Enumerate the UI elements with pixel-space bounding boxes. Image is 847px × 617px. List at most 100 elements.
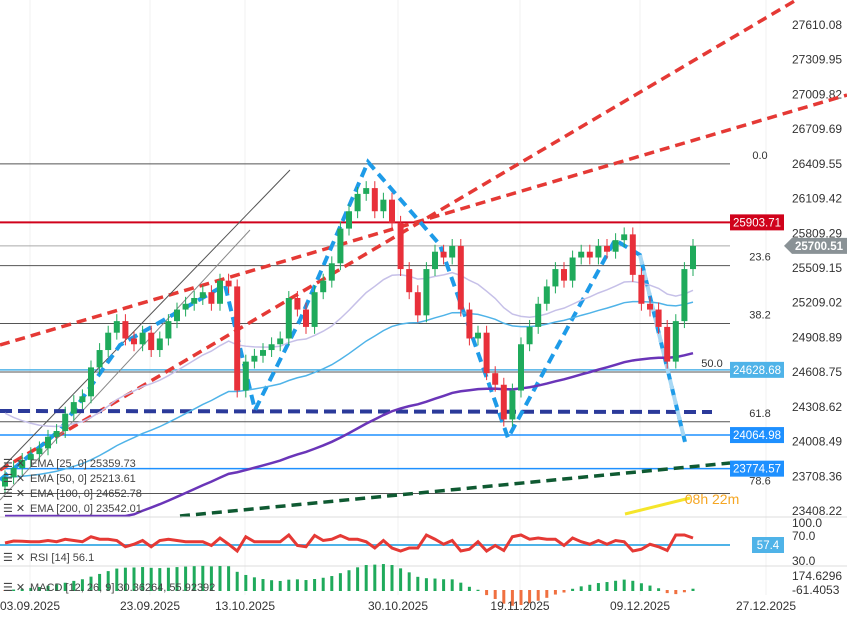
candle[interactable] [466, 309, 473, 339]
candle[interactable] [225, 280, 232, 287]
candle[interactable] [113, 321, 120, 333]
candle[interactable] [208, 292, 215, 304]
candle[interactable] [535, 303, 542, 327]
candle[interactable] [328, 263, 335, 281]
rsi-legend-icons[interactable]: ☰ ✕ [3, 552, 25, 564]
candle[interactable] [268, 344, 275, 351]
candle[interactable] [182, 303, 189, 310]
candle[interactable] [19, 459, 26, 469]
candle[interactable] [285, 297, 292, 339]
wave-projection[interactable] [638, 254, 687, 443]
ema-50-line[interactable] [4, 300, 694, 479]
trend-line[interactable] [0, 169, 291, 471]
candle[interactable] [303, 309, 309, 327]
candle[interactable] [440, 251, 447, 258]
channel-line[interactable] [0, 0, 847, 472]
candle[interactable] [165, 321, 172, 339]
ema-25-line[interactable] [4, 271, 694, 428]
candle[interactable] [406, 269, 413, 293]
ema-100-line[interactable] [5, 351, 694, 518]
candle[interactable] [432, 251, 438, 270]
candle[interactable] [664, 326, 671, 362]
candle[interactable] [354, 193, 361, 212]
candle[interactable] [655, 309, 662, 327]
trend-line[interactable] [0, 229, 251, 501]
candle[interactable] [199, 292, 206, 298]
legend-ema-icons[interactable]: ☰ ✕ [3, 503, 25, 515]
candle[interactable] [79, 396, 86, 403]
candle[interactable] [320, 280, 327, 293]
legend-ema-icons[interactable]: ☰ ✕ [3, 458, 25, 470]
support-line[interactable] [0, 409, 713, 414]
candle[interactable] [131, 338, 137, 345]
candle[interactable] [156, 338, 163, 351]
candle[interactable] [543, 286, 550, 304]
candle[interactable] [27, 454, 34, 460]
candle[interactable] [191, 297, 198, 304]
candle[interactable] [561, 269, 567, 281]
candle[interactable] [595, 245, 602, 258]
candle[interactable] [475, 332, 481, 339]
candle[interactable] [371, 188, 378, 212]
candle[interactable] [294, 297, 301, 310]
candle[interactable] [449, 245, 456, 258]
candle[interactable] [526, 326, 533, 345]
candle[interactable] [251, 355, 258, 362]
candle[interactable] [45, 436, 51, 449]
legend-ema-icons[interactable]: ☰ ✕ [3, 488, 25, 500]
candle[interactable] [612, 240, 619, 252]
legend-ema-icons[interactable]: ☰ ✕ [3, 473, 25, 485]
candle[interactable] [423, 269, 430, 316]
candle[interactable] [500, 384, 507, 420]
green-trend-line[interactable] [179, 461, 731, 518]
candle[interactable] [647, 303, 653, 310]
candle[interactable] [363, 188, 370, 194]
candle[interactable] [105, 332, 112, 351]
candle[interactable] [70, 402, 77, 414]
candle[interactable] [88, 367, 94, 397]
candle[interactable] [260, 350, 266, 356]
candle[interactable] [509, 390, 516, 420]
candle[interactable] [148, 332, 155, 351]
candle[interactable] [629, 234, 636, 275]
candle[interactable] [36, 448, 43, 455]
candle[interactable] [638, 274, 645, 304]
candle[interactable] [578, 251, 585, 258]
candle[interactable] [492, 373, 499, 385]
candle[interactable] [234, 286, 241, 391]
candle[interactable] [2, 477, 8, 487]
candle[interactable] [380, 199, 387, 212]
candle[interactable] [586, 251, 593, 258]
candle[interactable] [277, 338, 284, 345]
candle[interactable] [518, 344, 524, 391]
candle[interactable] [242, 361, 249, 391]
candle[interactable] [457, 245, 464, 310]
candle[interactable] [53, 431, 60, 437]
candle[interactable] [217, 280, 223, 304]
candle[interactable] [62, 413, 69, 432]
candle[interactable] [552, 269, 559, 287]
candle[interactable] [311, 292, 318, 327]
candle[interactable] [414, 292, 421, 316]
candle[interactable] [681, 269, 688, 322]
macd-legend-icons[interactable]: ☰ ✕ [3, 582, 25, 594]
candle[interactable] [96, 350, 103, 368]
candle[interactable] [139, 332, 146, 345]
candle[interactable] [672, 321, 679, 362]
yellow-line[interactable] [624, 496, 691, 516]
candle[interactable] [389, 199, 395, 223]
candle[interactable] [174, 309, 180, 322]
candle[interactable] [337, 228, 344, 264]
candle[interactable] [346, 211, 352, 229]
candle[interactable] [483, 332, 490, 374]
candle[interactable] [690, 245, 696, 270]
channel-line[interactable] [0, 93, 847, 347]
candle[interactable] [604, 245, 610, 252]
candle[interactable] [10, 468, 17, 478]
candle[interactable] [397, 222, 404, 270]
candle[interactable] [621, 234, 628, 241]
wave-pattern[interactable] [0, 158, 687, 482]
candle[interactable] [122, 321, 129, 339]
